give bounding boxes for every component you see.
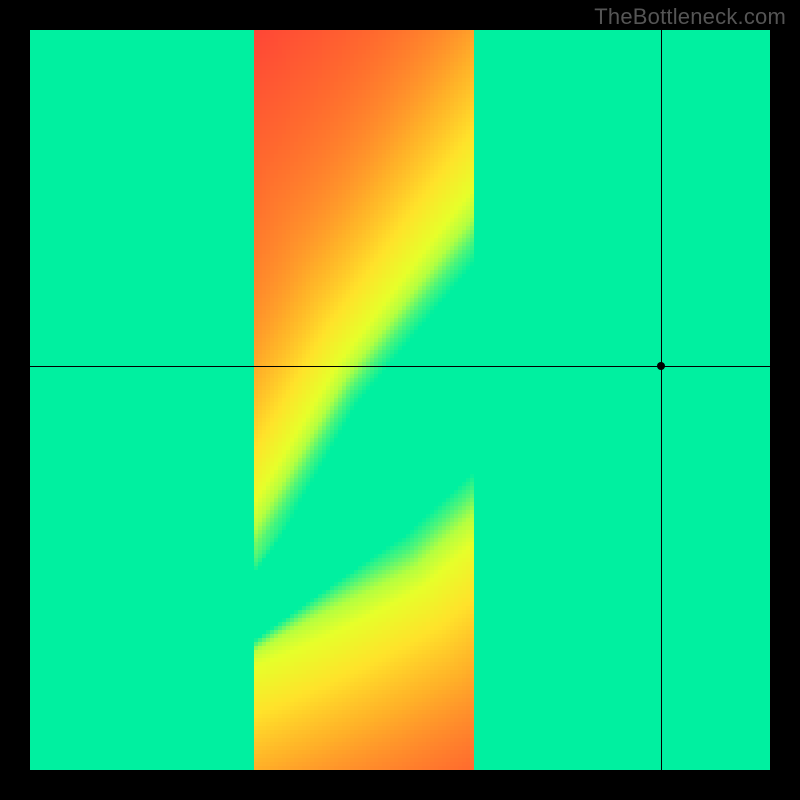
watermark-text: TheBottleneck.com xyxy=(594,4,786,30)
crosshair-vertical xyxy=(661,30,662,770)
heatmap-plot xyxy=(30,30,770,770)
heatmap-canvas xyxy=(30,30,770,770)
figure-container: { "watermark": { "text": "TheBottleneck.… xyxy=(0,0,800,800)
